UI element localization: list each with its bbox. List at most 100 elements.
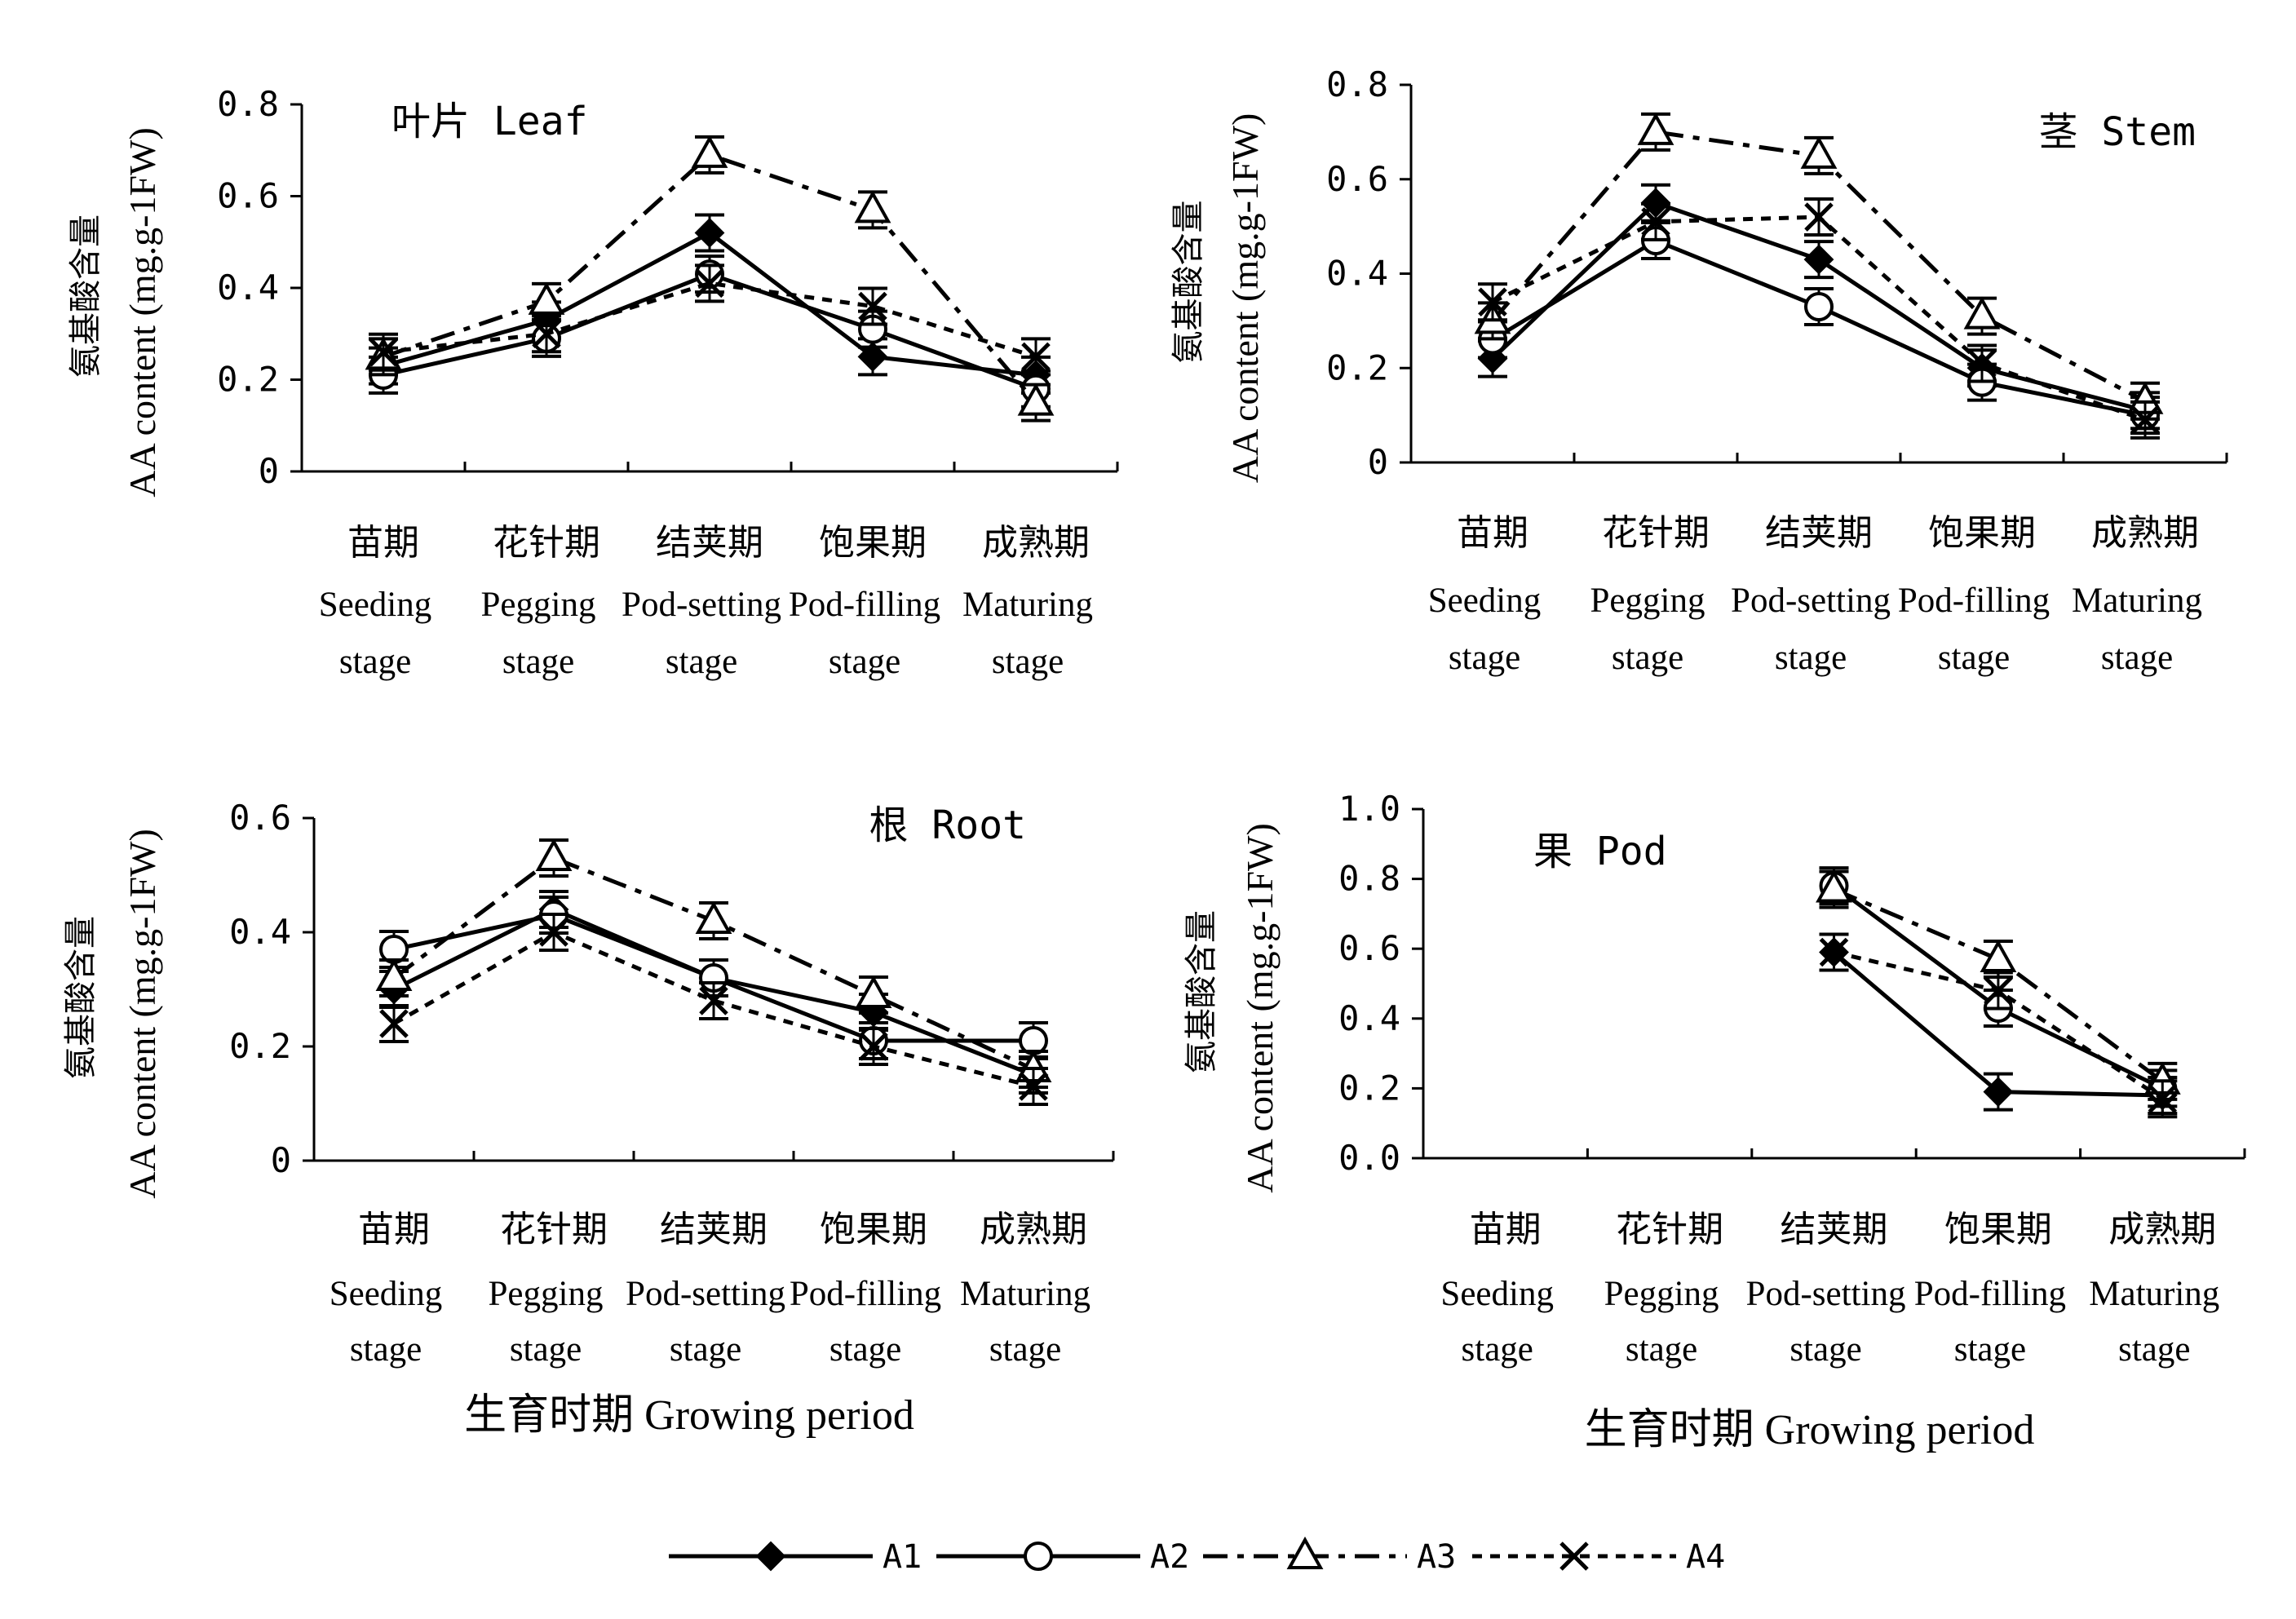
y-tick-label: 0.8 (1338, 859, 1400, 899)
x-category-en: Pod-filling (789, 586, 940, 624)
x-category-en-stage: stage (510, 1330, 582, 1369)
panel-1: 0 0.2 0.4 0.6 0.8 苗期 Seeding stage 花针期 Pegging sta… (1170, 64, 2228, 677)
y-tick-label: 0.8 (217, 84, 279, 124)
y-axis-label-cn: 氨基酸含量 (62, 916, 100, 1079)
data-point (379, 1009, 409, 1038)
legend-item-A3: A3 (1203, 1536, 1456, 1576)
x-category-cn: 苗期 (1457, 512, 1528, 554)
data-point (535, 838, 573, 871)
x-category-en-stage: stage (829, 1330, 901, 1369)
x-category-en-stage: stage (666, 643, 737, 681)
data-point (858, 291, 887, 321)
x-category-en: Seeding (319, 586, 432, 624)
y-tick-label: 0.8 (1326, 64, 1388, 104)
x-category-en: Pod-setting (622, 586, 781, 624)
x-category-en: Maturing (2072, 582, 2202, 620)
data-point (539, 918, 568, 947)
x-category-cn: 成熟期 (2091, 512, 2199, 554)
x-category-en-stage: stage (992, 643, 1064, 681)
data-point (1019, 1072, 1048, 1101)
y-tick-label: 0 (1368, 442, 1388, 482)
x-category-en: Pegging (1604, 1275, 1719, 1313)
series-A4 (1478, 197, 2160, 440)
y-tick-label: 0.6 (1338, 928, 1400, 968)
x-category-cn: 结荚期 (1781, 1209, 1888, 1250)
x-category-cn: 饱果期 (819, 522, 927, 564)
data-point (1816, 869, 1852, 903)
x-category-en: Maturing (960, 1275, 1090, 1313)
series-line (392, 930, 1034, 1089)
x-category-en: Seeding (1428, 582, 1542, 620)
x-category-cn: 结荚期 (656, 522, 763, 564)
x-category-en-stage: stage (1612, 639, 1683, 677)
x-category-cn: 成熟期 (980, 1209, 1087, 1250)
y-axis-label-cn: 氨基酸含量 (1170, 201, 1207, 364)
y-tick-label: 0.2 (217, 360, 279, 400)
panel-0: 0 0.2 0.4 0.6 0.8 苗期 Seeding stage 花针期 Pegging sta… (67, 84, 1119, 681)
series-A4 (379, 913, 1048, 1106)
x-category-en-stage: stage (989, 1330, 1061, 1369)
series-A3 (1816, 869, 2181, 1101)
x-category-cn: 苗期 (358, 1209, 430, 1250)
series-A1 (368, 213, 1051, 395)
x-category-en-stage: stage (339, 643, 411, 681)
x-category-cn: 苗期 (1470, 1209, 1542, 1250)
panel-title: 根 Root (869, 803, 1027, 848)
data-point (1804, 202, 1834, 232)
x-category-en-stage: stage (502, 643, 574, 681)
data-point (1478, 287, 1507, 316)
data-point (695, 900, 732, 934)
x-category-cn: 花针期 (1602, 512, 1710, 554)
data-point (691, 135, 728, 168)
x-category-en: Pod-filling (790, 1275, 941, 1313)
data-point (854, 190, 891, 223)
x-axis-label: 生育时期 Growing period (1585, 1407, 2035, 1453)
legend-marker (1024, 1542, 1053, 1571)
x-category-en: Seeding (330, 1275, 443, 1313)
data-point (532, 319, 561, 349)
data-point (1021, 342, 1051, 372)
x-category-cn: 饱果期 (1928, 512, 2036, 554)
x-category-cn: 饱果期 (820, 1209, 927, 1250)
data-point (375, 958, 413, 991)
x-category-en: Pod-setting (1746, 1275, 1906, 1313)
x-category-en-stage: stage (1449, 639, 1520, 677)
panel-3: 0.0 0.2 0.4 0.6 0.8 1.0 苗期 Seeding stage 花针期 Peggi… (1183, 789, 2246, 1453)
x-category-en-stage: stage (1789, 1330, 1861, 1369)
data-point (855, 975, 892, 1008)
legend-item-A1: A1 (669, 1538, 922, 1576)
x-category-en: Maturing (962, 586, 1093, 624)
series-A4 (1819, 932, 2178, 1119)
x-category-en: Pod-setting (1731, 582, 1891, 620)
data-point (1017, 383, 1055, 416)
x-category-en-stage: stage (2101, 639, 2173, 677)
x-category-cn: 花针期 (1616, 1209, 1723, 1250)
data-point (1637, 112, 1674, 145)
y-axis-label: AA content (mg.g-1FW) (1239, 823, 1281, 1193)
series-A4 (369, 263, 1051, 377)
data-point (2130, 405, 2160, 435)
y-tick-label: 0.2 (1338, 1068, 1400, 1108)
x-category-cn: 结荚期 (660, 1209, 768, 1250)
series-line (383, 281, 1037, 359)
legend-item-A4: A4 (1472, 1538, 1725, 1576)
x-category-en-stage: stage (829, 643, 900, 681)
x-category-cn: 花针期 (500, 1209, 608, 1250)
x-category-en: Pegging (1590, 582, 1705, 620)
y-tick-label: 0.2 (229, 1026, 291, 1066)
y-tick-label: 0 (259, 451, 279, 491)
data-point (694, 218, 725, 248)
x-category-cn: 成熟期 (982, 522, 1090, 564)
legend-label: A2 (1150, 1538, 1189, 1576)
legend-marker (1286, 1536, 1324, 1569)
legend-item-A2: A2 (936, 1538, 1189, 1576)
data-point (1963, 296, 2001, 330)
x-axis-label: 生育时期 Growing period (464, 1392, 914, 1439)
data-point (1983, 1077, 2014, 1108)
x-category-cn: 结荚期 (1765, 512, 1873, 554)
data-point (1803, 244, 1834, 275)
y-tick-label: 0.2 (1326, 347, 1388, 387)
data-point (1804, 292, 1834, 322)
data-point (528, 281, 565, 315)
data-point (857, 341, 888, 372)
